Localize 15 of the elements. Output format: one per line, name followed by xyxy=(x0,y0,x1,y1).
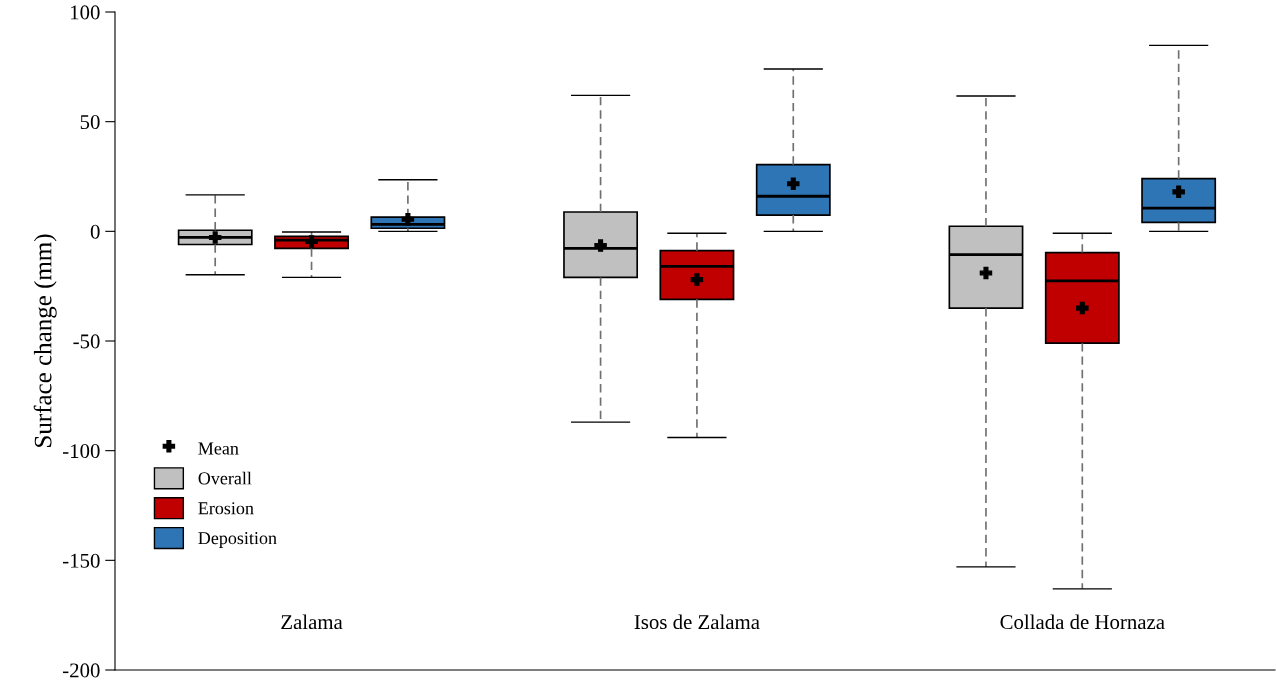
y-tick-label: -50 xyxy=(73,334,100,349)
y-axis-title: Surface change (mm) xyxy=(33,234,57,447)
y-tick-label: -150 xyxy=(63,553,100,568)
y-tick-label: 100 xyxy=(71,5,100,20)
legend-label: Deposition xyxy=(198,532,277,548)
annotation: Mean xyxy=(198,442,239,455)
legend-label: Erosion xyxy=(198,502,254,515)
legend-label: Overall xyxy=(198,471,252,485)
x-tick-label: Isos de Zalama xyxy=(634,614,760,630)
y-tick-label: 0 xyxy=(90,224,100,239)
x-tick-label: Zalama xyxy=(281,614,343,630)
y-tick-label: -200 xyxy=(63,663,100,678)
y-tick-label: 50 xyxy=(80,115,100,130)
y-tick-label: -100 xyxy=(63,444,100,459)
x-tick-label: Collada de Hornaza xyxy=(1000,614,1165,630)
